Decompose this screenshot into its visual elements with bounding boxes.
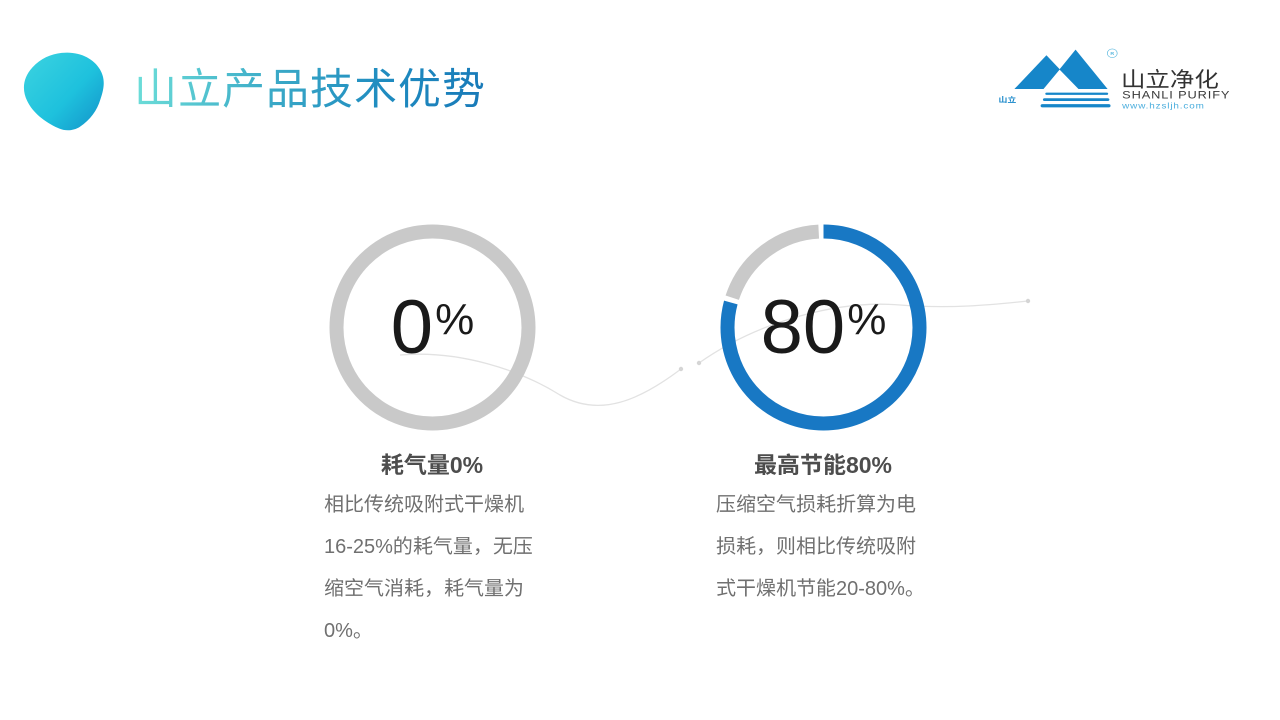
svg-text:R: R <box>1110 51 1114 57</box>
svg-text:www.hzsljh.com: www.hzsljh.com <box>1121 101 1205 110</box>
svg-text:SHANLI PURIFY: SHANLI PURIFY <box>1122 88 1230 101</box>
svg-text:山立: 山立 <box>999 95 1016 104</box>
